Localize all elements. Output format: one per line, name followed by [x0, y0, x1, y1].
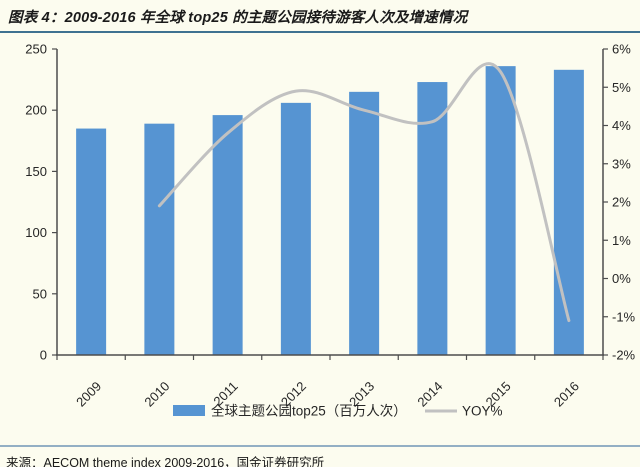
- left-axis-label-50: 50: [33, 286, 47, 301]
- bar-2010: [144, 123, 175, 355]
- right-axis-label-2%: 2%: [612, 195, 631, 210]
- legend-bar-swatch: [173, 405, 205, 416]
- x-label-2010: 2010: [141, 379, 172, 410]
- left-axis-label-0: 0: [40, 348, 47, 363]
- bar-2014: [417, 82, 448, 355]
- bar-2009: [76, 128, 107, 355]
- left-axis-label-100: 100: [25, 225, 47, 240]
- bar-2015: [485, 66, 516, 356]
- yoy-line: [157, 62, 571, 323]
- source-note: 来源：AECOM theme index 2009-2016，国金证券研究所: [6, 456, 325, 467]
- right-axis-label-5%: 5%: [612, 80, 631, 95]
- left-axis-label-150: 150: [25, 164, 47, 179]
- left-axis-label-250: 250: [25, 42, 47, 57]
- bar-2016: [553, 69, 584, 356]
- figure-title-bar: 图表 4：2009-2016 年全球 top25 的主题公园接待游客人次及增速情…: [0, 0, 640, 33]
- right-axis-label-4%: 4%: [612, 118, 631, 133]
- x-label-2014: 2014: [414, 379, 445, 410]
- bar-2012: [280, 102, 311, 355]
- right-axis-label-0%: 0%: [612, 271, 631, 286]
- right-axis-label-6%: 6%: [612, 42, 631, 57]
- right-axis-label-3%: 3%: [612, 156, 631, 171]
- bar-2013: [349, 91, 380, 355]
- figure-footer: 来源：AECOM theme index 2009-2016，国金证券研究所: [0, 445, 640, 467]
- legend-line-label: YOY%: [462, 404, 503, 419]
- right-axis-label--1%: -1%: [612, 309, 636, 324]
- x-label-2016: 2016: [551, 379, 582, 410]
- right-axis-label--2%: -2%: [612, 348, 636, 363]
- right-axis-label-1%: 1%: [612, 233, 631, 248]
- x-label-2009: 2009: [73, 379, 104, 410]
- figure-title: 图表 4：2009-2016 年全球 top25 的主题公园接待游客人次及增速情…: [8, 10, 468, 26]
- legend-bar-label: 全球主题公园top25（百万人次）: [211, 403, 407, 419]
- theme-park-combo-chart: 0 50 100 150 200 250 -2% -1% 0% 1% 2% 3% 4% 5% 6% 2009 2…: [25, 42, 636, 419]
- left-axis-label-200: 200: [25, 103, 47, 118]
- bar-2011: [212, 115, 243, 355]
